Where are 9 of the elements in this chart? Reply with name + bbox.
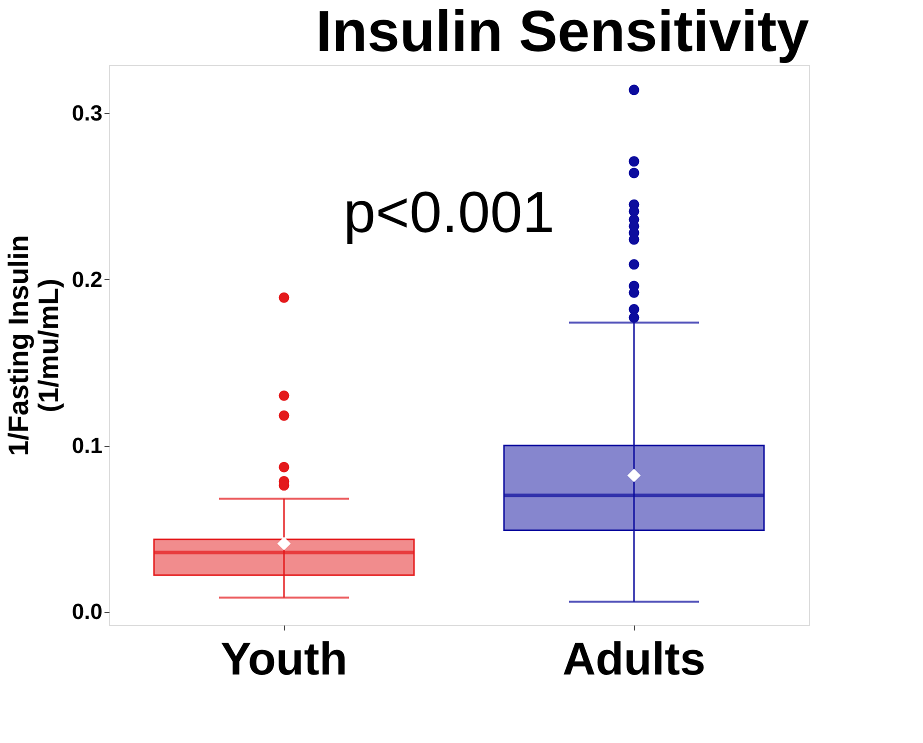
y-axis-title: 1/Fasting Insulin (1/mu/mL) — [2, 235, 64, 456]
annotation: p<0.001 — [343, 180, 555, 245]
y-tick-label: 0.3 — [72, 100, 102, 126]
y-tick-label: 0.1 — [72, 433, 102, 458]
y-tick-label: 0.0 — [72, 599, 102, 624]
chart-title: Insulin Sensitivity — [316, 0, 809, 64]
y-tick-label: 0.2 — [72, 266, 102, 292]
x-tick-label: Adults — [562, 632, 706, 684]
x-tick-label: Youth — [220, 632, 348, 684]
